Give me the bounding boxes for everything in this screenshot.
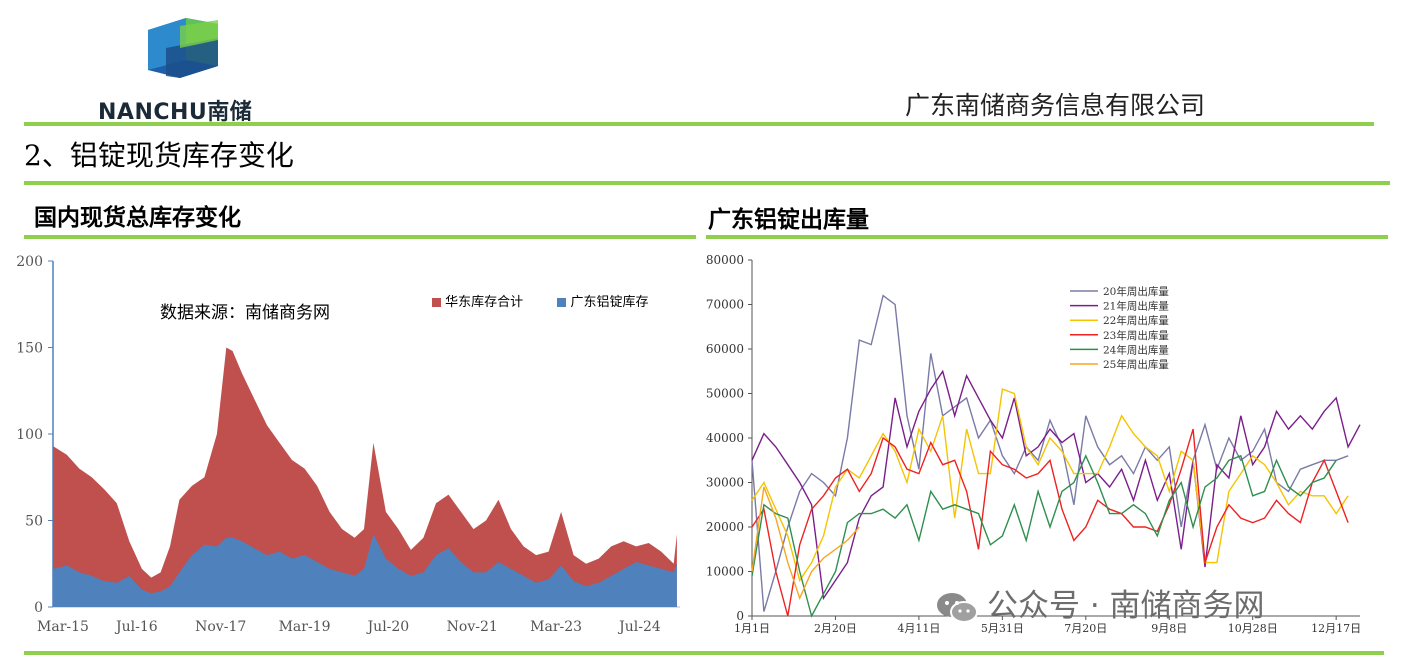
y-tick-label: 60000 [706,342,744,356]
y-tick-label: 80000 [706,253,744,267]
nanchu-logo [96,18,274,122]
section-title: 2、铝锭现货库存变化 [24,139,294,172]
section-divider [24,181,1390,185]
left-chart-title: 国内现货总库存变化 [34,204,241,231]
area-guangdong [53,534,677,607]
x-tick-label: Mar-15 [37,619,89,635]
legend-swatch-east-china [432,298,441,307]
wechat-icon [935,589,979,627]
x-tick-label: Jul-20 [366,619,410,635]
legend-east-china: 华东库存合计 [432,295,527,310]
x-tick-label: 9月8日 [1151,622,1187,635]
wechat-watermark: 公众号 · 南储商务网 [935,580,1265,627]
left-legend: 华东库存合计 广东铝锭库存 [432,291,648,310]
y-tick-label: 100 [16,427,43,443]
x-tick-label: Mar-19 [279,619,331,635]
legend-label-guangdong: 广东铝锭库存 [570,295,649,310]
y-tick-label: 50000 [706,387,744,401]
x-tick-label: Mar-23 [530,619,582,635]
x-tick-label: 10月28日 [1228,622,1278,635]
series-line-23 [751,428,1349,617]
logo-mark-icon [148,18,218,78]
legend-guangdong: 广东铝锭库存 [557,295,648,310]
y-tick-label: 0 [34,600,43,616]
x-tick-label: Nov-17 [195,619,246,635]
y-tick-label: 200 [16,254,43,270]
legend-label-23: 23年周出库量 [1103,329,1169,342]
y-tick-label: 20000 [706,520,744,534]
series-line-24 [751,454,1337,618]
x-tick-label: 2月20日 [814,622,857,635]
area-east-china [53,347,677,607]
footer-divider [24,651,1384,655]
inventory-area-chart: 0 50 100 150 200 Mar-15 Jul-16 Nov-17 Mar-19 Jul-… [16,254,680,635]
x-tick-label: 4月11日 [897,622,940,635]
legend-label-21: 21年周出库量 [1103,300,1169,313]
legend-swatch-guangdong [557,298,567,307]
x-tick-label: 1月1日 [734,622,770,635]
y-tick-label: 30000 [706,476,744,490]
legend-label-25: 25年周出库量 [1103,358,1169,371]
logo-text: NANCHU南储 [98,100,253,125]
legend-label-20: 20年周出库量 [1103,285,1169,298]
data-source-note: 数据来源：南储商务网 [160,303,330,323]
x-tick-label: Nov-21 [447,619,498,635]
watermark-text: 公众号 · 南储商务网 [987,588,1265,624]
company-name: 广东南储商务信息有限公司 [905,91,1206,120]
y-tick-label: 70000 [706,298,744,312]
y-tick-label: 150 [16,341,43,357]
legend-label-24: 24年周出库量 [1103,343,1169,356]
x-tick-label: 7月20日 [1064,622,1107,635]
x-tick-label: 12月17日 [1311,622,1361,635]
right-title-divider [706,235,1388,239]
x-tick-label: Jul-16 [114,619,158,635]
x-tick-label: Jul-24 [617,619,661,635]
header-divider [24,122,1374,126]
y-tick-label: 40000 [706,431,744,445]
outbound-line-chart: 0 10000 20000 30000 40000 50000 60000 70000 8000… [706,253,1361,635]
legend-label-22: 22年周出库量 [1103,314,1169,327]
series-line-20 [751,294,1349,612]
x-tick-label: 5月31日 [981,622,1024,635]
y-tick-label: 10000 [706,565,744,579]
y-tick-label: 50 [25,514,43,530]
left-title-divider [24,235,696,239]
right-chart-title: 广东铝锭出库量 [708,206,869,233]
series-line-22 [751,388,1349,583]
series-line-25 [751,486,860,601]
legend-label-east-china: 华东库存合计 [445,295,524,310]
y-tick-label: 0 [736,609,744,623]
series-line-21 [751,369,1361,601]
